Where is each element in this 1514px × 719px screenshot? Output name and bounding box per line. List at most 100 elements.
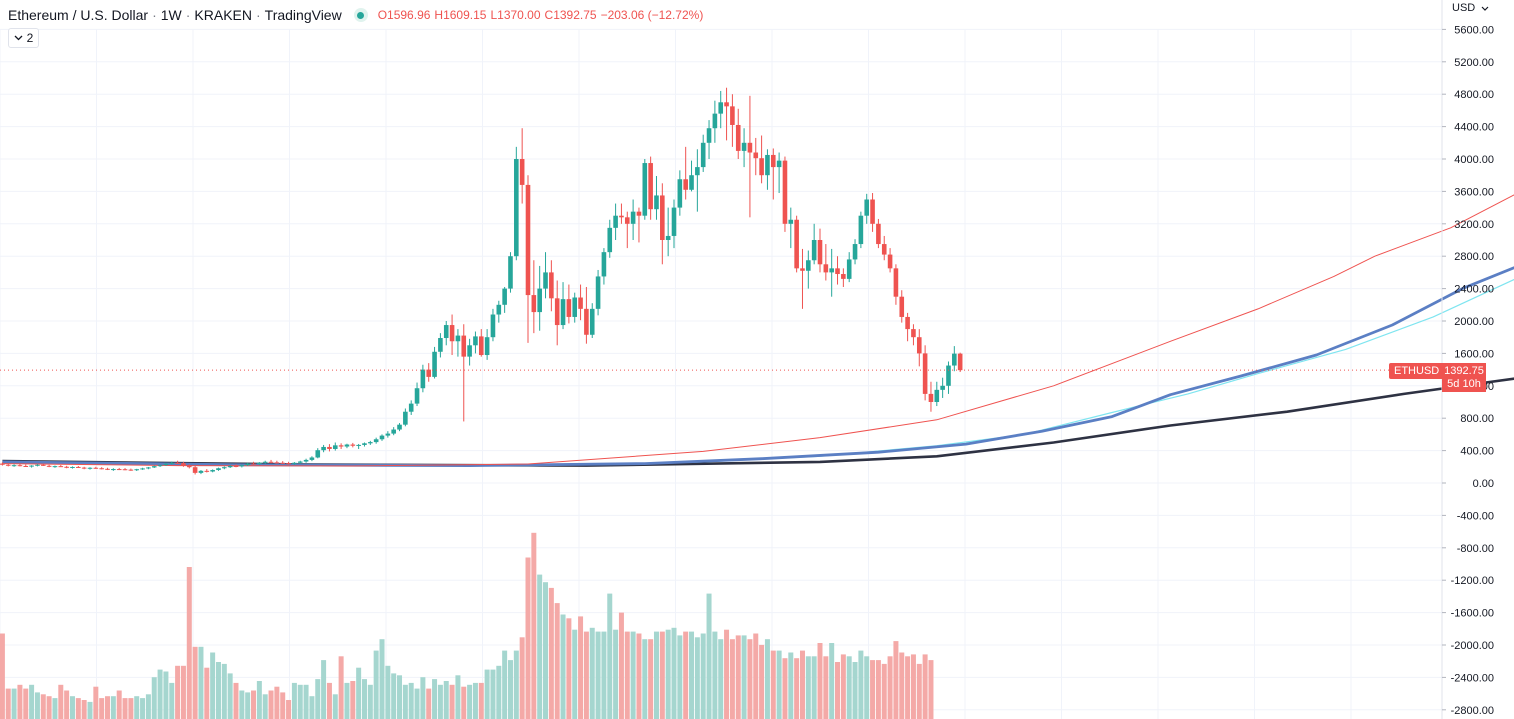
volume-bar [64, 690, 70, 719]
volume-bar [420, 677, 426, 719]
candle [537, 265, 542, 331]
candle-body [292, 462, 297, 464]
candle-body [776, 160, 782, 168]
candle [525, 175, 531, 343]
candle-body [443, 325, 449, 339]
candle-body [478, 336, 484, 356]
volume-bar [5, 688, 11, 719]
volume-bar [583, 631, 589, 719]
candle [181, 461, 186, 467]
candle-body [782, 160, 788, 224]
candle-body [554, 298, 560, 326]
candle-body [157, 465, 163, 467]
interval[interactable]: 1W [160, 7, 182, 23]
volume-bar [589, 627, 595, 719]
candle-body [654, 195, 659, 210]
volume-bar [823, 656, 829, 719]
candle [35, 464, 40, 467]
market-status-icon[interactable] [353, 8, 368, 22]
candle-body [490, 314, 496, 338]
price-tick-label: -800.00 [1457, 543, 1494, 555]
candle [5, 463, 11, 467]
volume-bar [910, 654, 916, 719]
volume-bar [613, 629, 619, 719]
candle [747, 95, 753, 218]
volume-bar [601, 631, 607, 719]
candle-body [280, 462, 286, 464]
volume-bar [81, 700, 87, 719]
candle-body [163, 463, 169, 466]
volume-bar [180, 665, 186, 719]
candle-body [613, 215, 618, 228]
candle [344, 443, 350, 449]
candle [648, 156, 653, 220]
candle [111, 468, 116, 471]
candle [741, 128, 747, 168]
volume-bar [332, 694, 338, 719]
candle [630, 199, 636, 240]
ohlc-open: O1596.96 [377, 8, 431, 22]
volume-bar [256, 681, 262, 719]
candle-body [735, 124, 741, 151]
volume-bar [303, 684, 309, 719]
volume-bar [724, 629, 730, 719]
candle-body [589, 308, 595, 335]
candle-body [467, 345, 472, 357]
candle-body [706, 128, 712, 143]
volume-bar [618, 612, 624, 719]
volume-bar [350, 681, 356, 719]
candle [654, 176, 659, 220]
symbol-name[interactable]: Ethereum / U.S. Dollar [8, 7, 149, 23]
volume-bar [461, 686, 467, 719]
candle [572, 292, 578, 323]
candle-body [23, 465, 29, 467]
volume-bar [268, 690, 274, 719]
indicators-count: 2 [26, 31, 34, 45]
indicators-collapse-button[interactable]: 2 [8, 28, 39, 48]
volume-bar [729, 639, 735, 719]
price-tick-label: -2000.00 [1451, 640, 1494, 652]
candle-body [297, 461, 303, 463]
candle-body [251, 463, 256, 465]
candle [233, 464, 239, 468]
candle [58, 465, 64, 468]
candle-body [957, 353, 963, 371]
candle [274, 460, 280, 464]
candle-body [677, 179, 683, 208]
candle-body [128, 469, 134, 471]
currency-selector[interactable]: USD [1452, 2, 1489, 14]
candle [811, 223, 817, 265]
candle-body [257, 462, 262, 464]
volume-bar [759, 644, 765, 719]
price-tick-label: 4000.00 [1454, 154, 1494, 166]
candle [514, 146, 519, 261]
chevron-down-icon [14, 35, 23, 41]
candle-body [852, 244, 858, 260]
candle-body [449, 325, 455, 342]
volume-bar [782, 658, 788, 719]
candle [414, 382, 420, 407]
candle [245, 462, 250, 466]
candle-body [712, 113, 718, 129]
volume-bar [607, 593, 613, 719]
candle-body [916, 337, 922, 354]
volume-bar [852, 662, 858, 719]
volume-bar [87, 701, 93, 719]
volume-bar [700, 633, 706, 719]
volume-bar [210, 652, 216, 719]
volume-bar [69, 696, 75, 719]
candle-body [636, 211, 642, 216]
candle [438, 333, 443, 358]
volume-bar [858, 650, 864, 719]
volume-bar [472, 682, 478, 719]
candle-body [321, 446, 326, 451]
volume-bar [169, 682, 175, 719]
candle-body [262, 461, 268, 463]
volume-bar [537, 574, 543, 719]
volume-bar [689, 631, 695, 719]
candle [297, 460, 303, 464]
volume-bar [367, 684, 373, 719]
candle [876, 218, 881, 249]
candle-body [105, 468, 110, 470]
